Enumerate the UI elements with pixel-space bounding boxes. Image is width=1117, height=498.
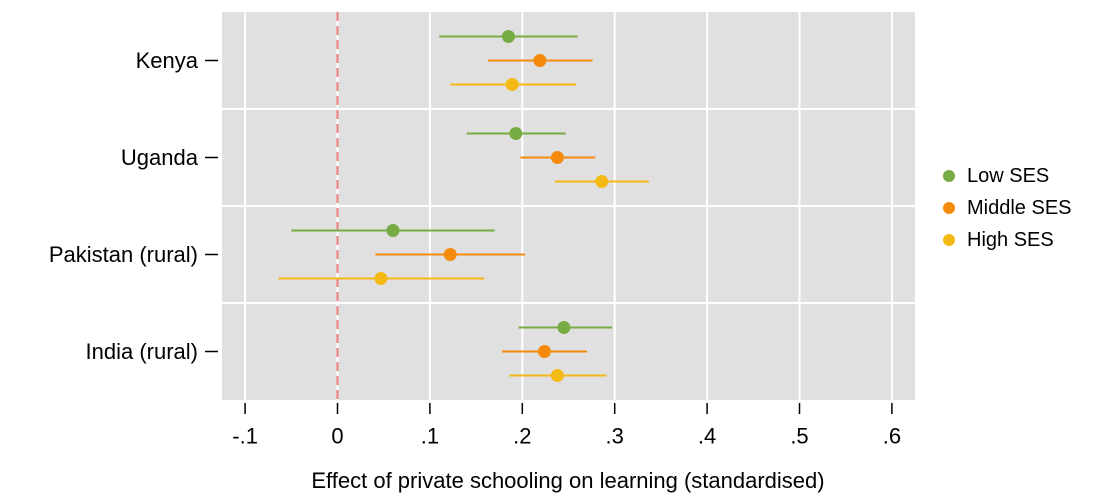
x-tick-label: .4 — [698, 424, 716, 449]
x-tick-label: .5 — [790, 424, 808, 449]
point-estimate — [374, 272, 388, 285]
y-tick-label: India (rural) — [86, 339, 198, 364]
point-estimate — [550, 369, 564, 382]
x-axis: -.1 0 .1 .2 .3 .4 .5 .6 — [232, 403, 901, 449]
x-tick-label: .3 — [606, 424, 624, 449]
point-estimate — [443, 248, 457, 261]
point-estimate — [505, 78, 519, 91]
y-tick-label: Kenya — [136, 48, 199, 73]
point-estimate — [533, 54, 547, 67]
point-estimate — [386, 224, 400, 237]
legend-label: Low SES — [967, 165, 1049, 187]
point-estimate — [550, 151, 564, 164]
point-estimate — [501, 30, 515, 43]
legend-label: Middle SES — [967, 197, 1072, 219]
x-tick-label: .1 — [421, 424, 439, 449]
x-tick-label: 0 — [331, 424, 343, 449]
gridlines — [222, 12, 915, 400]
y-tick-label: Pakistan (rural) — [49, 242, 198, 267]
point-estimate — [509, 127, 523, 140]
legend: Low SES Middle SES High SES — [943, 165, 1072, 251]
point-estimate — [595, 175, 609, 188]
x-axis-title: Effect of private schooling on learning … — [311, 468, 824, 493]
legend-marker — [943, 202, 955, 214]
x-tick-label: .2 — [513, 424, 531, 449]
legend-marker — [943, 234, 955, 246]
point-estimate — [557, 321, 571, 334]
data-marks — [278, 30, 649, 382]
x-tick-label: .6 — [883, 424, 901, 449]
legend-marker — [943, 170, 955, 182]
legend-label: High SES — [967, 229, 1054, 251]
x-tick-label: -.1 — [232, 424, 258, 449]
point-estimate — [537, 345, 551, 358]
y-axis: Kenya Uganda Pakistan (rural) India (rural) — [49, 48, 218, 364]
y-tick-label: Uganda — [121, 145, 199, 170]
